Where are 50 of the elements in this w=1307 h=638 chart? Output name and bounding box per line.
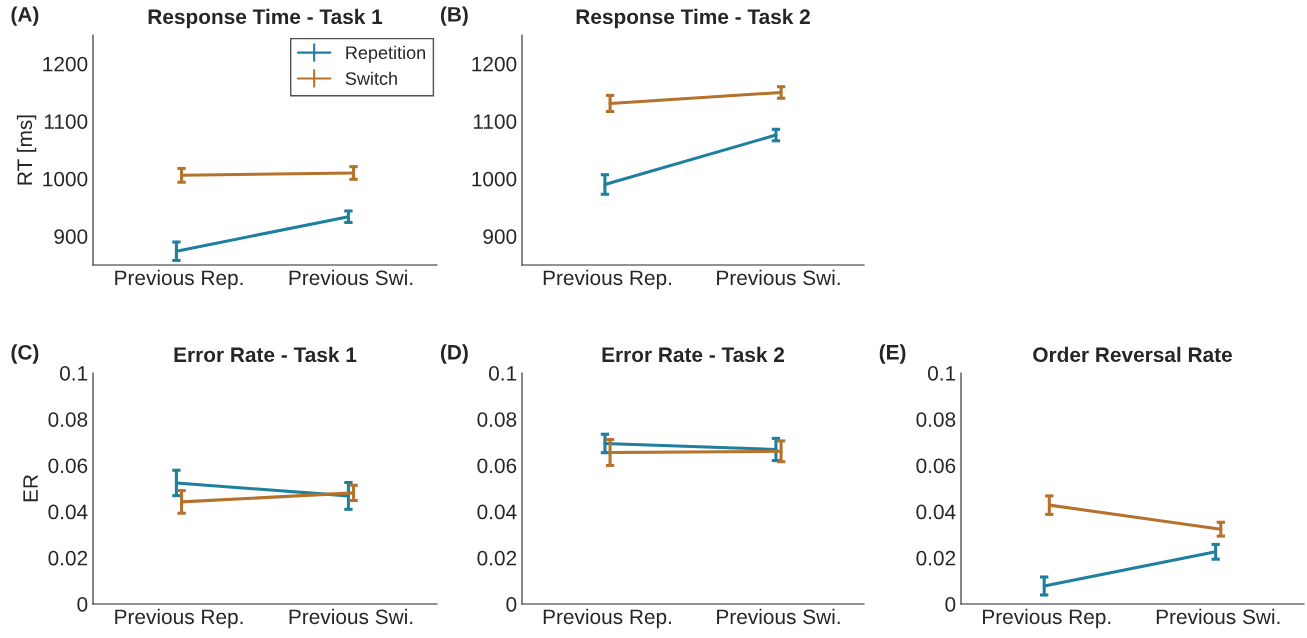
x-tick-label: Previous Swi. [289, 269, 413, 286]
y-tick-label: 0.06 [916, 458, 956, 474]
chart-title: Response Time - Task 1 [148, 8, 383, 29]
y-tick-label: 0.02 [916, 550, 956, 566]
chart-title: Error Rate - Task 1 [174, 346, 357, 363]
legend-label: Repetition [346, 45, 425, 63]
y-tick-label: 1100 [44, 114, 88, 129]
x-tick-label: Previous Swi. [717, 608, 840, 625]
y-tick-label: 0.1 [927, 366, 956, 381]
y-axis-title: ER [23, 475, 38, 502]
y-tick-label: 0.04 [916, 504, 956, 520]
y-tick-label: 900 [54, 229, 88, 244]
y-tick-label: 0.1 [488, 366, 517, 381]
x-tick-label: Previous Rep. [115, 269, 243, 290]
x-tick-label: Previous Rep. [543, 608, 672, 629]
y-tick-label: 0 [945, 597, 956, 612]
chart-title: Response Time - Task 2 [576, 8, 810, 29]
text: (C) [11, 344, 39, 364]
x-tick-label: Previous Rep. [115, 608, 243, 629]
x-tick-label: Previous Swi. [289, 608, 413, 625]
y-axis-title: RT [ms] [16, 115, 37, 185]
y-tick-label: 1000 [43, 171, 88, 187]
y-tick-label: 900 [483, 229, 517, 244]
chart-title: Order Reversal Rate [1033, 346, 1232, 363]
y-tick-label: 0.02 [48, 550, 88, 566]
y-tick-label: 0.08 [477, 412, 517, 427]
text: (D) [440, 344, 468, 364]
x-tick-label: Previous Swi. [717, 269, 840, 286]
y-tick-label: 0.08 [48, 412, 88, 427]
y-tick-label: 1000 [472, 171, 517, 187]
y-tick-label: 0.06 [477, 458, 517, 474]
y-tick-label: 0.08 [916, 412, 956, 427]
y-tick-label: 0.1 [59, 366, 88, 381]
x-tick-label: Previous Swi. [1156, 608, 1280, 625]
y-tick-label: 0.06 [48, 458, 88, 474]
x-tick-label: Previous Rep. [983, 608, 1111, 629]
text: (B) [440, 6, 468, 26]
x-tick-label: Previous Rep. [543, 269, 672, 290]
chart-title: Error Rate - Task 2 [602, 346, 785, 363]
y-tick-label: 0 [506, 597, 517, 612]
y-tick-label: 1100 [473, 114, 517, 129]
y-tick-label: 0 [77, 597, 88, 612]
y-tick-label: 1200 [472, 56, 517, 72]
y-tick-label: 1200 [43, 56, 88, 72]
y-tick-label: 0.04 [477, 504, 517, 520]
text: (E) [879, 344, 906, 364]
legend-label: Switch [345, 71, 397, 85]
text: (A) [11, 6, 39, 26]
y-tick-label: 0.02 [477, 550, 517, 566]
y-tick-label: 0.04 [48, 504, 88, 520]
